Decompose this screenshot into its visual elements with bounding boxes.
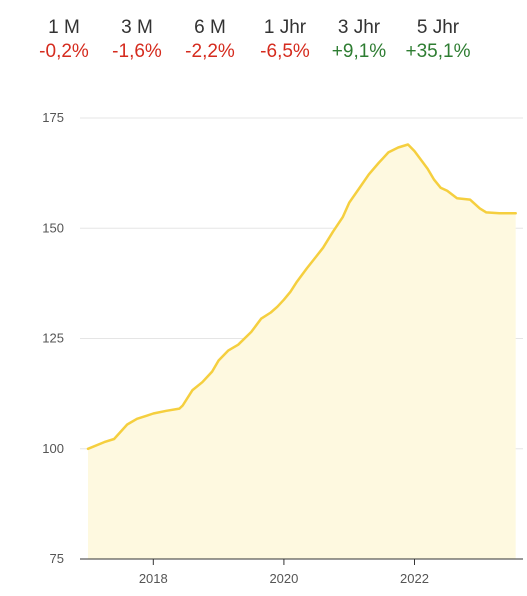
y-tick-label: 75 [50, 551, 64, 566]
perf-period-label: 1 M [48, 17, 80, 38]
perf-period-label: 6 M [194, 17, 226, 38]
price-line [86, 143, 517, 451]
y-tick-label: 175 [42, 110, 64, 125]
y-tick-label: 100 [42, 441, 64, 456]
perf-item-5jhr[interactable]: 5 Jhr +35,1% [398, 16, 478, 64]
x-axis-ticks: 2018 2020 2022 [139, 559, 429, 586]
perf-item-3m[interactable]: 3 M -1,6% [97, 16, 177, 64]
perf-item-1m[interactable]: 1 M -0,2% [24, 16, 104, 64]
perf-change-value: -1,6% [112, 41, 162, 62]
performance-row: 1 M -0,2% 3 M -1,6% 6 M -2,2% 1 Jhr -6,5… [0, 0, 527, 80]
perf-item-1jhr[interactable]: 1 Jhr -6,5% [245, 16, 325, 64]
x-tick-label: 2020 [269, 571, 298, 586]
perf-period-label: 5 Jhr [416, 17, 460, 38]
perf-change-value: -6,5% [260, 41, 310, 62]
x-tick-label: 2018 [139, 571, 168, 586]
perf-change-value: -0,2% [39, 41, 89, 62]
x-tick-label: 2022 [400, 571, 429, 586]
perf-change-value: +35,1% [405, 41, 471, 62]
perf-period-label: 1 Jhr [263, 17, 307, 38]
perf-item-3jhr[interactable]: 3 Jhr +9,1% [319, 16, 399, 64]
price-area-fill [88, 144, 516, 559]
perf-item-6m[interactable]: 6 M -2,2% [170, 16, 250, 64]
perf-change-value: +9,1% [331, 41, 387, 62]
y-tick-label: 150 [42, 220, 64, 235]
perf-period-label: 3 M [121, 17, 153, 38]
perf-change-value: -2,2% [185, 41, 235, 62]
y-tick-label: 125 [42, 331, 64, 346]
perf-period-label: 3 Jhr [337, 17, 381, 38]
y-axis-ticks: 75 100 125 150 175 [42, 110, 64, 566]
